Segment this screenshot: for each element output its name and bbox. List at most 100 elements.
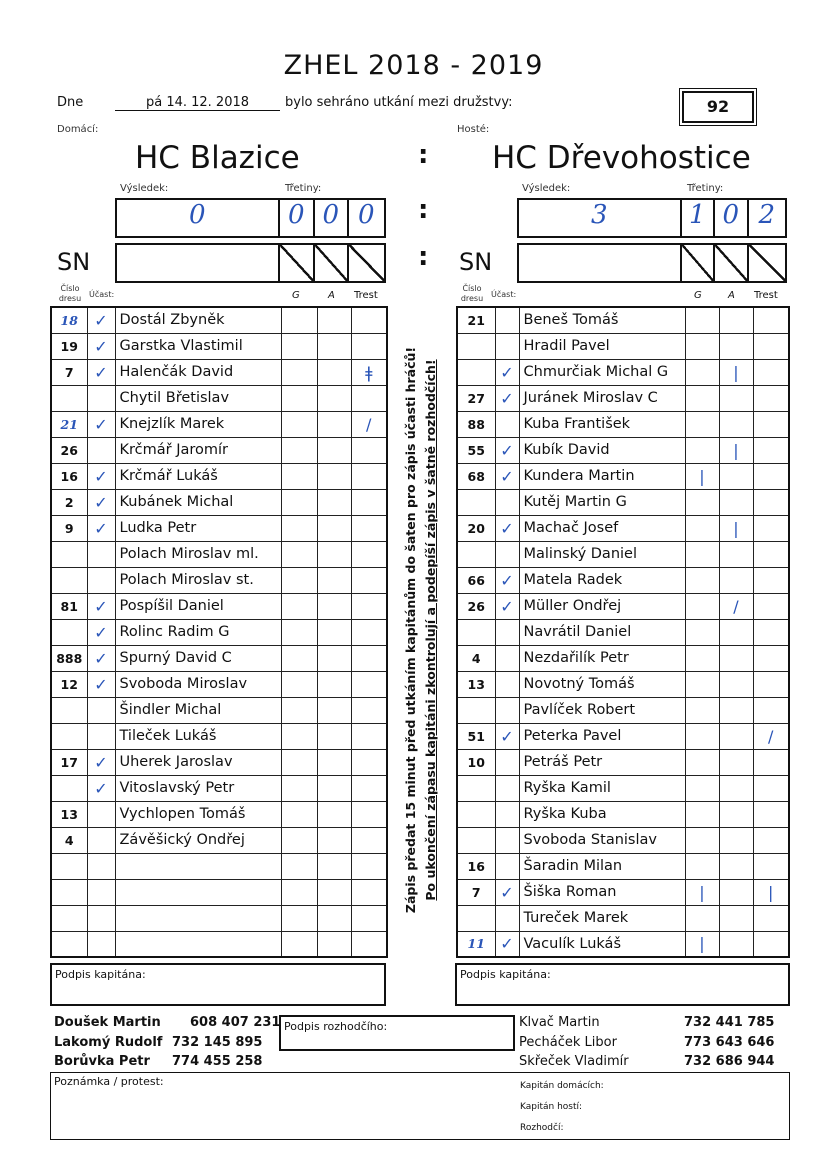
goals-cell[interactable] [280,800,318,828]
attendance-check[interactable] [494,306,520,334]
attendance-check[interactable]: ✓ [494,384,520,412]
goals-cell[interactable] [280,826,318,854]
penalty-cell[interactable] [350,748,388,776]
goals-cell[interactable] [280,410,318,438]
attendance-check[interactable]: ✓ [494,358,520,386]
attendance-check[interactable] [86,826,116,854]
attendance-check[interactable]: ✓ [494,436,520,464]
attendance-check[interactable]: ✓ [494,462,520,490]
penalty-cell[interactable] [752,384,790,412]
assists-cell[interactable] [316,514,352,542]
assists-cell[interactable] [316,488,352,516]
attendance-check[interactable]: ✓ [86,644,116,672]
attendance-check[interactable] [494,410,520,438]
goals-cell[interactable] [280,878,318,906]
attendance-check[interactable] [494,670,520,698]
penalty-cell[interactable] [752,462,790,490]
assists-cell[interactable] [316,410,352,438]
assists-cell[interactable] [718,774,754,802]
assists-cell[interactable] [718,566,754,594]
assists-cell[interactable] [718,384,754,412]
attendance-check[interactable] [86,540,116,568]
penalty-cell[interactable] [752,436,790,464]
attendance-check[interactable] [494,644,520,672]
attendance-check[interactable] [494,540,520,568]
attendance-check[interactable]: ✓ [494,514,520,542]
penalty-cell[interactable] [350,384,388,412]
assists-cell[interactable] [718,930,754,958]
penalty-cell[interactable] [350,904,388,932]
attendance-check[interactable] [494,800,520,828]
assists-cell[interactable]: | [718,358,754,386]
penalty-cell[interactable]: ǂ [350,358,388,386]
goals-cell[interactable] [280,358,318,386]
penalty-cell[interactable] [752,358,790,386]
assists-cell[interactable] [718,826,754,854]
assists-cell[interactable] [718,696,754,724]
attendance-check[interactable]: ✓ [86,774,116,802]
penalty-cell[interactable] [752,488,790,516]
penalty-cell[interactable] [350,878,388,906]
attendance-check[interactable] [494,696,520,724]
assists-cell[interactable] [718,748,754,776]
assists-cell[interactable] [316,722,352,750]
goals-cell[interactable] [280,852,318,880]
assists-cell[interactable] [718,488,754,516]
attendance-check[interactable]: ✓ [494,566,520,594]
goals-cell[interactable] [280,930,318,958]
attendance-check[interactable]: ✓ [494,878,520,906]
attendance-check[interactable]: ✓ [86,748,116,776]
goals-cell[interactable] [684,488,720,516]
attendance-check[interactable]: ✓ [86,306,116,334]
home-captain-signature[interactable]: Podpis kapitána: [50,963,386,1006]
attendance-check[interactable]: ✓ [86,670,116,698]
assists-cell[interactable] [316,696,352,724]
goals-cell[interactable] [280,306,318,334]
penalty-cell[interactable] [752,774,790,802]
assists-cell[interactable] [316,826,352,854]
assists-cell[interactable] [316,540,352,568]
attendance-check[interactable]: ✓ [86,592,116,620]
goals-cell[interactable] [684,800,720,828]
attendance-check[interactable] [86,384,116,412]
penalty-cell[interactable] [350,306,388,334]
penalty-cell[interactable] [752,540,790,568]
referee-signature[interactable]: Podpis rozhodčího: [279,1015,515,1051]
assists-cell[interactable] [316,878,352,906]
penalty-cell[interactable] [752,410,790,438]
attendance-check[interactable] [86,436,116,464]
assists-cell[interactable] [316,644,352,672]
penalty-cell[interactable] [350,930,388,958]
penalty-cell[interactable] [752,826,790,854]
penalty-cell[interactable] [350,826,388,854]
assists-cell[interactable] [316,904,352,932]
assists-cell[interactable] [718,852,754,880]
goals-cell[interactable] [684,722,720,750]
goals-cell[interactable] [684,306,720,334]
penalty-cell[interactable] [752,592,790,620]
assists-cell[interactable] [316,306,352,334]
penalty-cell[interactable] [752,696,790,724]
assists-cell[interactable] [316,930,352,958]
goals-cell[interactable] [684,670,720,698]
goals-cell[interactable] [684,904,720,932]
assists-cell[interactable] [718,644,754,672]
penalty-cell[interactable] [350,540,388,568]
penalty-cell[interactable] [350,852,388,880]
goals-cell[interactable] [280,332,318,360]
assists-cell[interactable] [316,618,352,646]
away-captain-signature[interactable]: Podpis kapitána: [455,963,790,1006]
goals-cell[interactable] [684,644,720,672]
goals-cell[interactable] [280,540,318,568]
goals-cell[interactable]: | [684,878,720,906]
assists-cell[interactable] [718,618,754,646]
assists-cell[interactable] [316,358,352,386]
attendance-check[interactable] [494,852,520,880]
attendance-check[interactable] [86,904,116,932]
attendance-check[interactable]: ✓ [86,514,116,542]
penalty-cell[interactable] [350,800,388,828]
penalty-cell[interactable]: | [752,878,790,906]
penalty-cell[interactable] [752,800,790,828]
goals-cell[interactable] [280,618,318,646]
penalty-cell[interactable]: / [350,410,388,438]
